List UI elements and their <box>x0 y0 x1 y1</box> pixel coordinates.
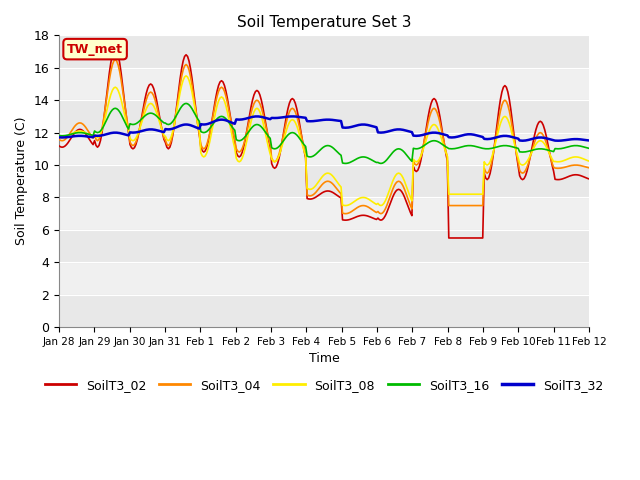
Legend: SoilT3_02, SoilT3_04, SoilT3_08, SoilT3_16, SoilT3_32: SoilT3_02, SoilT3_04, SoilT3_08, SoilT3_… <box>40 374 608 397</box>
Bar <box>59 36 589 68</box>
Text: TW_met: TW_met <box>67 43 123 56</box>
Bar <box>59 165 589 197</box>
Bar <box>59 230 589 262</box>
Bar <box>59 295 589 327</box>
X-axis label: Time: Time <box>308 352 339 365</box>
Y-axis label: Soil Temperature (C): Soil Temperature (C) <box>15 117 28 245</box>
Title: Soil Temperature Set 3: Soil Temperature Set 3 <box>237 15 412 30</box>
Bar <box>59 100 589 132</box>
